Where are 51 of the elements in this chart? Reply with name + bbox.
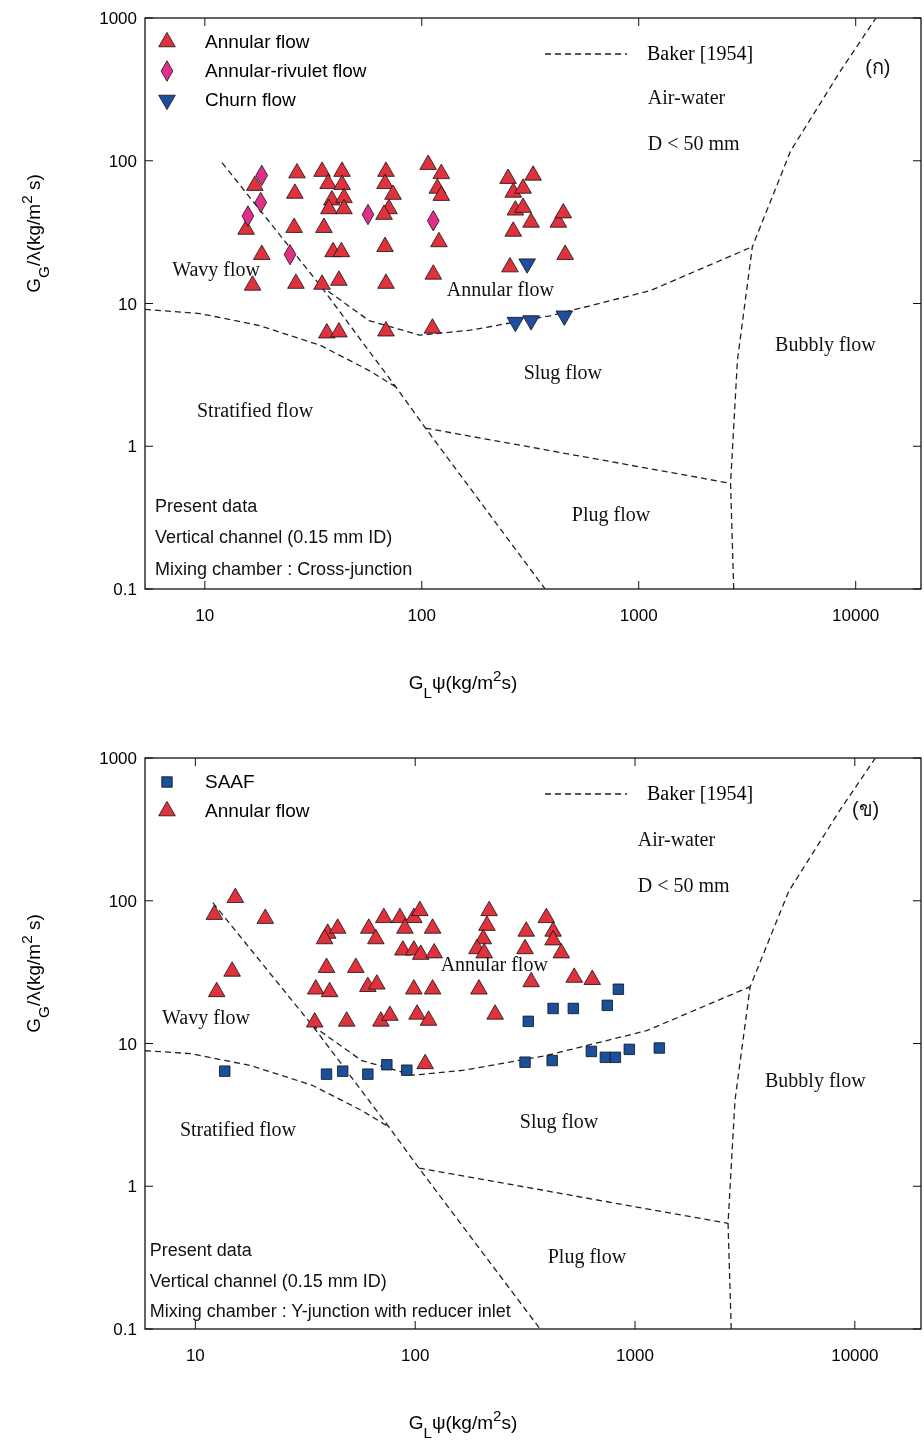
x-tick-label: 100	[401, 1346, 430, 1365]
annotation: Mixing chamber : Y-junction with reducer inlet	[149, 1300, 511, 1321]
legend-label: Churn flow	[205, 89, 297, 110]
annotation: Mixing chamber : Cross-junction	[155, 559, 413, 580]
x-tick-label: 1000	[616, 1346, 654, 1365]
x-tick-label: 100	[407, 606, 436, 625]
y-tick-label: 100	[108, 891, 137, 911]
annotation: Bubbly flow	[765, 1069, 867, 1093]
y-tick-label: 10	[118, 1034, 137, 1054]
x-tick-label: 10	[185, 1346, 205, 1365]
y-tick-label: 1000	[99, 9, 137, 28]
legend-label: SAAF	[205, 771, 255, 792]
y-tick-label: 1000	[99, 749, 137, 768]
annotation: Plug flow	[547, 1245, 627, 1269]
annotation: (ข)	[851, 797, 880, 820]
annotation: Present data	[149, 1240, 253, 1261]
legend-label: Annular-rivulet flow	[205, 60, 367, 81]
y-tick-label: 0.1	[113, 580, 137, 599]
y-tick-label: 0.1	[113, 1320, 137, 1339]
y-tick-label: 100	[108, 151, 137, 171]
x-tick-label: 10000	[832, 606, 880, 625]
annotation: Slug flow	[523, 361, 603, 385]
annotation: Wavy flow	[172, 257, 261, 281]
annotation: D < 50 mm	[647, 132, 741, 155]
annotation: Vertical channel (0.15 mm ID)	[155, 527, 393, 548]
annotation: Slug flow	[519, 1109, 599, 1133]
y-tick-label: 1	[127, 1177, 137, 1197]
annotation: D < 50 mm	[637, 873, 731, 896]
annotation: Present data	[155, 496, 259, 517]
annotation: Annular flow	[446, 277, 555, 300]
x-tick-label: 10	[195, 606, 215, 625]
legend-label: Baker [1954]	[647, 42, 754, 64]
annotation: (ก)	[865, 56, 891, 79]
legend-label: Baker [1954]	[647, 782, 754, 804]
annotation: Annular flow	[440, 952, 549, 975]
x-axis-title: G$_{L}$ψ(kg/m$^{2}$s)	[408, 666, 518, 701]
annotation: Stratified flow	[179, 1117, 297, 1140]
annotation: Air-water	[647, 85, 726, 108]
x-tick-label: 10000	[831, 1346, 879, 1365]
annotation: Plug flow	[571, 502, 651, 526]
annotation: Stratified flow	[196, 398, 314, 421]
annotation: Wavy flow	[162, 1005, 251, 1029]
annotation: Air-water	[637, 828, 716, 851]
y-tick-label: 1	[127, 437, 137, 457]
legend-label: Annular flow	[205, 31, 310, 52]
annotation: Bubbly flow	[775, 333, 877, 357]
x-tick-label: 1000	[619, 606, 658, 625]
annotation: Vertical channel (0.15 mm ID)	[149, 1271, 387, 1292]
y-tick-label: 10	[118, 294, 137, 314]
x-axis-title: G$_{L}$ψ(kg/m$^{2}$s)	[408, 1406, 518, 1441]
legend-label: Annular flow	[205, 800, 310, 821]
